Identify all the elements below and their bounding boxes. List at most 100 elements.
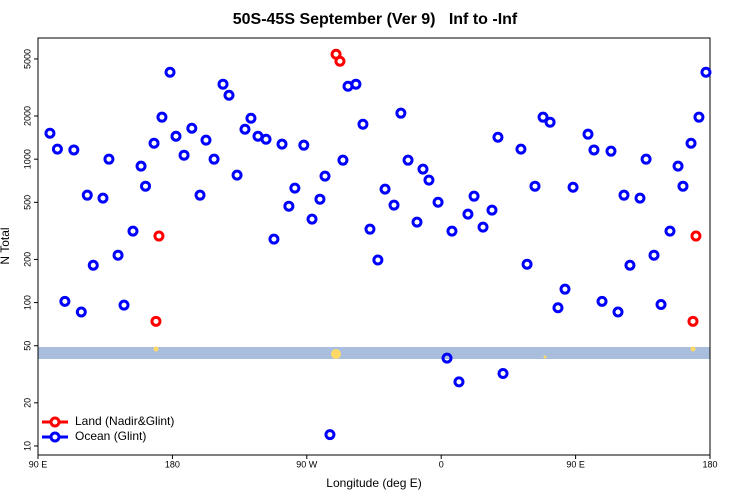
point [492,131,504,143]
point [178,149,190,161]
point [81,189,93,201]
point [685,137,697,149]
point [423,174,435,186]
point [298,139,310,151]
point [379,183,391,195]
legend-label: Land (Nadir&Glint) [75,414,174,428]
x-tick-label: 90 E [29,459,48,469]
y-axis-label: N Total [0,227,12,264]
point [364,223,376,235]
point [239,123,251,135]
y-tick-label: 1000 [22,149,32,169]
point [170,130,182,142]
point [268,233,280,245]
point [44,127,56,139]
point [357,118,369,130]
point [51,143,63,155]
point [700,66,712,78]
point [87,259,99,271]
point [655,298,667,310]
point [596,295,608,307]
point [194,189,206,201]
y-tick-label: 500 [22,195,32,210]
point [319,170,331,182]
point [411,216,423,228]
point [75,306,87,318]
point [624,259,636,271]
plot-frame [37,37,711,456]
legend-label: Ocean (Glint) [75,429,146,443]
point [97,192,109,204]
x-tick-label: 90 E [566,459,585,469]
band [38,347,710,359]
point [672,160,684,172]
y-tick-label: 50 [22,341,32,351]
point [276,138,288,150]
point [306,213,318,225]
chart-title: 50S-45S September (Ver 9) Inf to -Inf [233,11,518,28]
point [634,192,646,204]
sun-marker [331,349,341,359]
point [289,182,301,194]
point [127,225,139,237]
point [164,66,176,78]
point [453,376,465,388]
point [150,315,162,327]
point [324,429,336,441]
point [417,163,429,175]
point [200,134,212,146]
point [260,133,272,145]
y-tick-label: 2000 [22,106,32,126]
point [618,189,630,201]
point [648,249,660,261]
x-tick-label: 90 W [296,459,318,469]
point [468,190,480,202]
y-tick-label: 200 [22,252,32,267]
point [186,122,198,134]
point [559,283,571,295]
x-tick-label: 0 [439,459,444,469]
legend-marker [49,416,61,428]
point [687,315,699,327]
point [529,180,541,192]
point [208,153,220,165]
point [118,299,130,311]
point [402,154,414,166]
point [567,181,579,193]
point [245,112,257,124]
x-tick-label: 180 [165,459,180,469]
point [515,143,527,155]
point [337,154,349,166]
point [486,204,498,216]
point [446,225,458,237]
y-tick-label: 5000 [22,49,32,69]
point [148,137,160,149]
point [677,180,689,192]
point [582,128,594,140]
point [334,55,346,67]
point [441,352,453,364]
point [112,249,124,261]
point [388,199,400,211]
point [140,180,152,192]
point [217,78,229,90]
point [588,144,600,156]
point [395,107,407,119]
point [153,230,165,242]
point [156,111,168,123]
point [640,153,652,165]
point [432,196,444,208]
point [497,368,509,380]
point [59,295,71,307]
point [103,153,115,165]
point [372,254,384,266]
point [552,302,564,314]
x-axis-label: Longitude (deg E) [326,476,421,490]
point [690,230,702,242]
y-tick-label: 20 [22,398,32,408]
legend-marker [49,431,61,443]
point [605,145,617,157]
point [135,160,147,172]
